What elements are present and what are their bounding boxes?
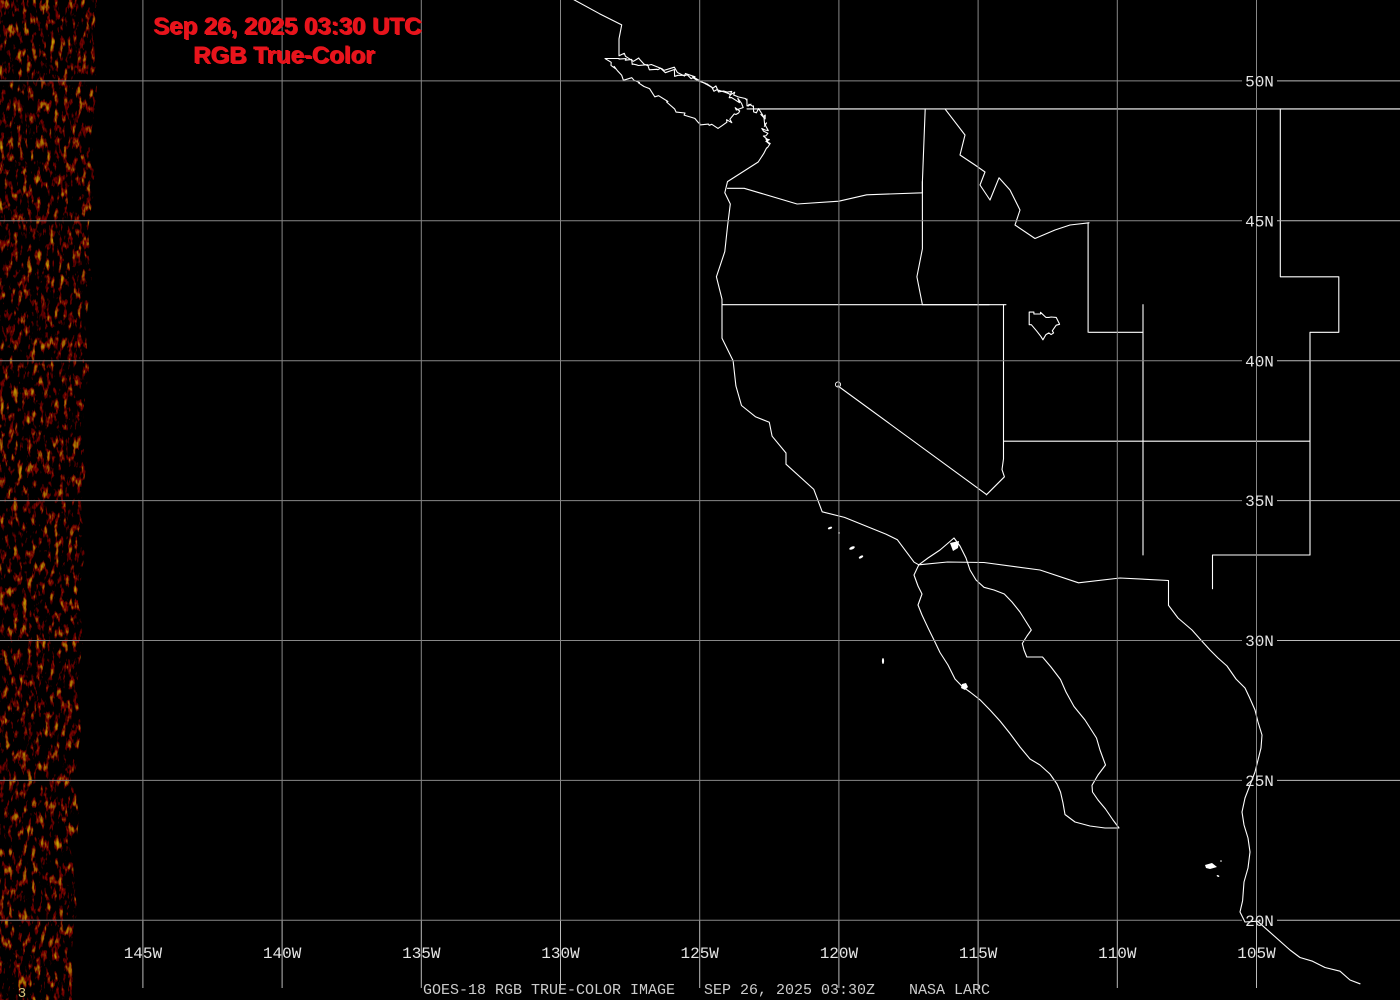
svg-text:125W: 125W (680, 945, 719, 963)
svg-text:35N: 35N (1245, 493, 1274, 511)
svg-text:NASA LARC: NASA LARC (909, 982, 990, 999)
svg-text:115W: 115W (959, 945, 998, 963)
svg-text:30N: 30N (1245, 633, 1274, 651)
svg-text:110W: 110W (1098, 945, 1137, 963)
svg-text:145W: 145W (124, 945, 163, 963)
svg-text:50N: 50N (1245, 74, 1274, 92)
svg-text:GOES-18 RGB TRUE-COLOR IMAGE: GOES-18 RGB TRUE-COLOR IMAGE (423, 982, 675, 999)
svg-text:Sep 26, 2025 03:30 UTC: Sep 26, 2025 03:30 UTC (153, 13, 421, 40)
svg-text:SEP 26, 2025 03:30Z: SEP 26, 2025 03:30Z (704, 982, 875, 999)
svg-text:105W: 105W (1237, 945, 1276, 963)
svg-text:45N: 45N (1245, 213, 1274, 231)
svg-text:25N: 25N (1245, 773, 1274, 791)
svg-text:40N: 40N (1245, 353, 1274, 371)
svg-text:20N: 20N (1245, 913, 1274, 931)
svg-text:140W: 140W (263, 945, 302, 963)
svg-text:135W: 135W (402, 945, 441, 963)
svg-text:RGB True-Color: RGB True-Color (193, 42, 374, 69)
svg-text:120W: 120W (820, 945, 859, 963)
svg-text:3: 3 (18, 986, 26, 1000)
svg-text:130W: 130W (541, 945, 580, 963)
